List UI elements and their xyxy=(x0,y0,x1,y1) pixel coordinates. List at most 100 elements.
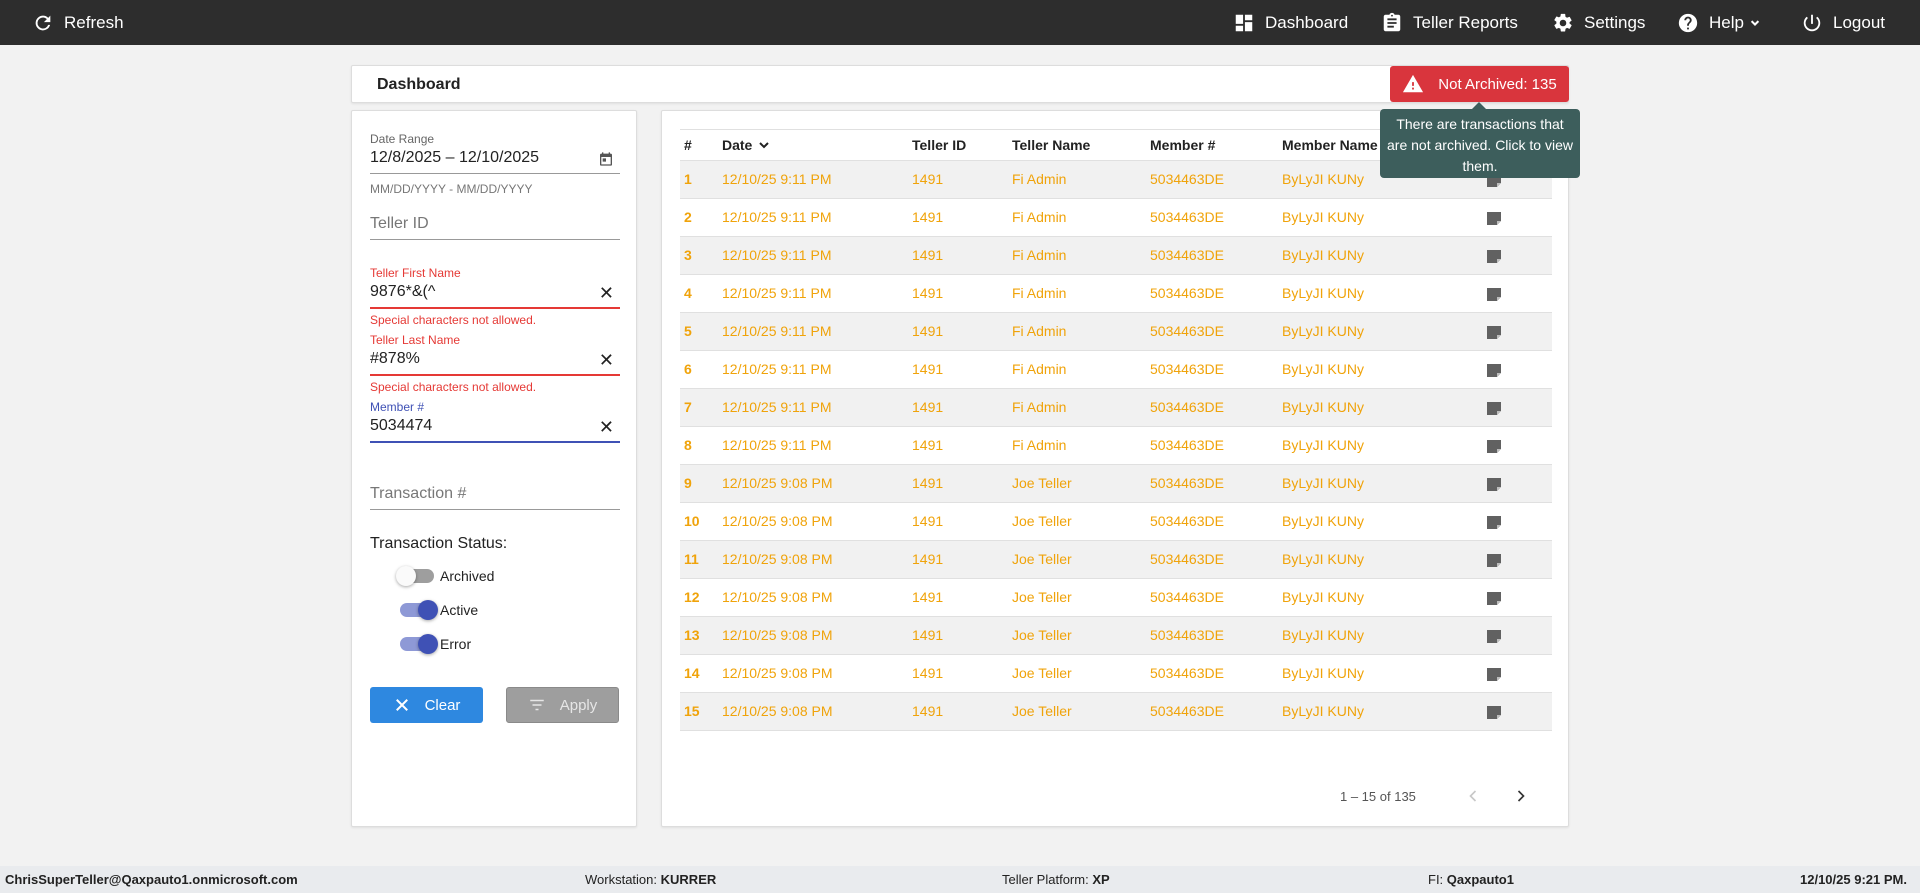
table-row[interactable]: 14 12/10/25 9:08 PM 1491 Joe Teller 5034463D… xyxy=(680,655,1552,693)
note-icon[interactable] xyxy=(1486,287,1502,302)
cell-teller-name: Fi Admin xyxy=(1012,323,1067,339)
footer-platform-value: XP xyxy=(1092,872,1110,887)
cell-teller-name: Joe Teller xyxy=(1012,627,1072,643)
clear-button[interactable]: Clear xyxy=(370,687,483,723)
cell-teller-name: Fi Admin xyxy=(1012,437,1067,453)
note-icon[interactable] xyxy=(1486,325,1502,340)
cell-teller-id: 1491 xyxy=(912,361,944,377)
table-row[interactable]: 5 12/10/25 9:11 PM 1491 Fi Admin 5034463DE By… xyxy=(680,313,1552,351)
table-row[interactable]: 8 12/10/25 9:11 PM 1491 Fi Admin 5034463DE By… xyxy=(680,427,1552,465)
chevron-left-icon[interactable] xyxy=(1463,786,1483,806)
archived-toggle-knob xyxy=(396,566,416,586)
nav-settings[interactable]: Settings xyxy=(1552,0,1645,45)
col-header-teller-id[interactable]: Teller ID xyxy=(912,137,967,153)
transaction-number-input[interactable]: Transaction # xyxy=(370,485,467,502)
clear-first-name-icon[interactable]: ✕ xyxy=(598,283,614,303)
cell-number: 4 xyxy=(684,285,692,301)
nav-logout[interactable]: Logout xyxy=(1801,0,1885,45)
note-icon[interactable] xyxy=(1486,363,1502,378)
error-toggle[interactable] xyxy=(400,634,438,654)
dashboard-icon xyxy=(1235,14,1253,31)
cell-number: 3 xyxy=(684,247,692,263)
cell-teller-id: 1491 xyxy=(912,551,944,567)
cell-date: 12/10/25 9:11 PM xyxy=(722,323,832,339)
date-range-input[interactable]: 12/8/2025 – 12/10/2025 xyxy=(370,149,540,166)
cell-teller-id: 1491 xyxy=(912,171,944,187)
teller-last-name-field[interactable]: Teller Last Name #878% ✕ Special charact… xyxy=(370,333,620,394)
transaction-number-field[interactable]: Transaction # xyxy=(370,482,620,510)
teller-id-input[interactable]: Teller ID xyxy=(370,215,429,232)
footer-datetime: 12/10/25 9:21 PM. xyxy=(1800,872,1907,887)
cell-member-name: ByLyJI KUNy xyxy=(1282,665,1364,681)
cell-member-name: ByLyJI KUNy xyxy=(1282,513,1364,529)
apply-button[interactable]: Apply xyxy=(506,687,619,723)
note-icon[interactable] xyxy=(1486,249,1502,264)
cell-date: 12/10/25 9:08 PM xyxy=(722,513,833,529)
table-row[interactable]: 9 12/10/25 9:08 PM 1491 Joe Teller 5034463DE… xyxy=(680,465,1552,503)
col-header-member-name[interactable]: Member Name xyxy=(1282,137,1378,153)
cell-number: 5 xyxy=(684,323,692,339)
clear-member-number-icon[interactable]: ✕ xyxy=(598,417,614,437)
note-icon[interactable] xyxy=(1486,439,1502,454)
cell-member-number: 5034463DE xyxy=(1150,323,1224,339)
note-icon[interactable] xyxy=(1486,401,1502,416)
cell-member-name: ByLyJI KUNy xyxy=(1282,589,1364,605)
cell-number: 12 xyxy=(684,589,700,605)
note-icon[interactable] xyxy=(1486,211,1502,226)
nav-dashboard[interactable]: Dashboard xyxy=(1233,0,1348,45)
note-icon[interactable] xyxy=(1486,477,1502,492)
table-row[interactable]: 11 12/10/25 9:08 PM 1491 Joe Teller 5034463D… xyxy=(680,541,1552,579)
col-header-number: # xyxy=(684,137,692,153)
note-icon[interactable] xyxy=(1486,667,1502,682)
member-number-input[interactable]: 5034474 xyxy=(370,417,433,434)
cell-member-name: ByLyJI KUNy xyxy=(1282,209,1364,225)
clear-last-name-icon[interactable]: ✕ xyxy=(598,350,614,370)
table-row[interactable]: 12 12/10/25 9:08 PM 1491 Joe Teller 5034463D… xyxy=(680,579,1552,617)
nav-help[interactable]: Help xyxy=(1677,0,1762,45)
note-icon[interactable] xyxy=(1486,515,1502,530)
table-row[interactable]: 6 12/10/25 9:11 PM 1491 Fi Admin 5034463DE By… xyxy=(680,351,1552,389)
table-row[interactable]: 13 12/10/25 9:08 PM 1491 Joe Teller 5034463D… xyxy=(680,617,1552,655)
archived-toggle[interactable] xyxy=(396,566,434,586)
cell-teller-id: 1491 xyxy=(912,209,944,225)
cell-date: 12/10/25 9:08 PM xyxy=(722,665,833,681)
cell-teller-id: 1491 xyxy=(912,475,944,491)
col-header-teller-name[interactable]: Teller Name xyxy=(1012,137,1091,153)
chevron-right-icon[interactable] xyxy=(1511,786,1531,806)
footer-workstation-value: KURRER xyxy=(660,872,717,887)
member-number-label: Member # xyxy=(370,400,425,414)
cell-teller-name: Joe Teller xyxy=(1012,589,1072,605)
nav-teller-reports[interactable]: Teller Reports xyxy=(1381,0,1518,45)
date-range-field[interactable]: Date Range 12/8/2025 – 12/10/2025 MM/DD/… xyxy=(370,132,620,196)
cell-teller-name: Joe Teller xyxy=(1012,665,1072,681)
teller-id-field[interactable]: Teller ID xyxy=(370,212,620,240)
cell-member-number: 5034463DE xyxy=(1150,209,1224,225)
teller-first-name-input[interactable]: 9876*&(^ xyxy=(370,283,436,300)
table-row[interactable]: 7 12/10/25 9:11 PM 1491 Fi Admin 5034463DE By… xyxy=(680,389,1552,427)
note-icon[interactable] xyxy=(1486,591,1502,606)
table-row[interactable]: 15 12/10/25 9:08 PM 1491 Joe Teller 5034463D… xyxy=(680,693,1552,731)
member-number-field[interactable]: Member # 5034474 ✕ xyxy=(370,400,620,443)
calendar-icon[interactable] xyxy=(598,151,614,167)
cell-date: 12/10/25 9:11 PM xyxy=(722,247,832,263)
cell-date: 12/10/25 9:11 PM xyxy=(722,285,832,301)
not-archived-button[interactable]: Not Archived: 135 xyxy=(1390,66,1569,102)
active-toggle[interactable] xyxy=(400,600,438,620)
footer-platform-label: Teller Platform: xyxy=(1002,872,1089,887)
table-row[interactable]: 3 12/10/25 9:11 PM 1491 Fi Admin 5034463DE By… xyxy=(680,237,1552,275)
note-icon[interactable] xyxy=(1486,705,1502,720)
note-icon[interactable] xyxy=(1486,629,1502,644)
col-header-date-label: Date xyxy=(722,137,753,153)
teller-first-name-field[interactable]: Teller First Name 9876*&(^ ✕ Special cha… xyxy=(370,266,620,327)
note-icon[interactable] xyxy=(1486,553,1502,568)
col-header-member-number[interactable]: Member # xyxy=(1150,137,1216,153)
teller-last-name-input[interactable]: #878% xyxy=(370,350,420,367)
cell-teller-name: Fi Admin xyxy=(1012,171,1067,187)
table-row[interactable]: 10 12/10/25 9:08 PM 1491 Joe Teller 5034463D… xyxy=(680,503,1552,541)
power-icon xyxy=(1803,14,1821,31)
col-header-date[interactable]: Date xyxy=(722,130,772,160)
table-row[interactable]: 4 12/10/25 9:11 PM 1491 Fi Admin 5034463DE By… xyxy=(680,275,1552,313)
refresh-button[interactable]: Refresh xyxy=(32,0,124,45)
cell-teller-name: Fi Admin xyxy=(1012,361,1067,377)
table-row[interactable]: 2 12/10/25 9:11 PM 1491 Fi Admin 5034463DE By… xyxy=(680,199,1552,237)
